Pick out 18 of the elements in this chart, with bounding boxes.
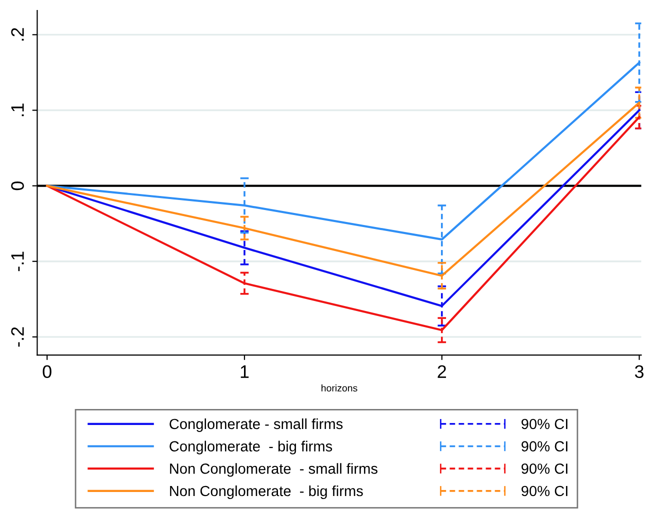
y-tick-label: -.1 [11, 252, 24, 272]
text: 90% CI [522, 441, 568, 452]
legend-label: Non Conglomerate - big firms [170, 485, 363, 500]
x-tick-label: 1 [240, 365, 249, 378]
legend-label: Non Conglomerate - small firms [170, 463, 378, 477]
text: 90% CI [522, 464, 568, 474]
text: 90% CI [522, 486, 568, 496]
y-tick-label: .1 [11, 104, 24, 116]
x-tick-label: 0 [42, 365, 52, 378]
y-tick-label: 0 [11, 181, 24, 190]
legend-label: Conglomerate - big firms [170, 440, 332, 454]
x-tick-label: 2 [438, 365, 446, 378]
y-tick-label: -.2 [11, 327, 24, 347]
x-tick-label: 3 [634, 365, 644, 378]
y-tick-label: .2 [11, 28, 24, 41]
text: 90% CI [522, 418, 568, 430]
x-axis-title: horizons [322, 384, 358, 392]
legend-label: Conglomerate - small firms [170, 418, 343, 432]
